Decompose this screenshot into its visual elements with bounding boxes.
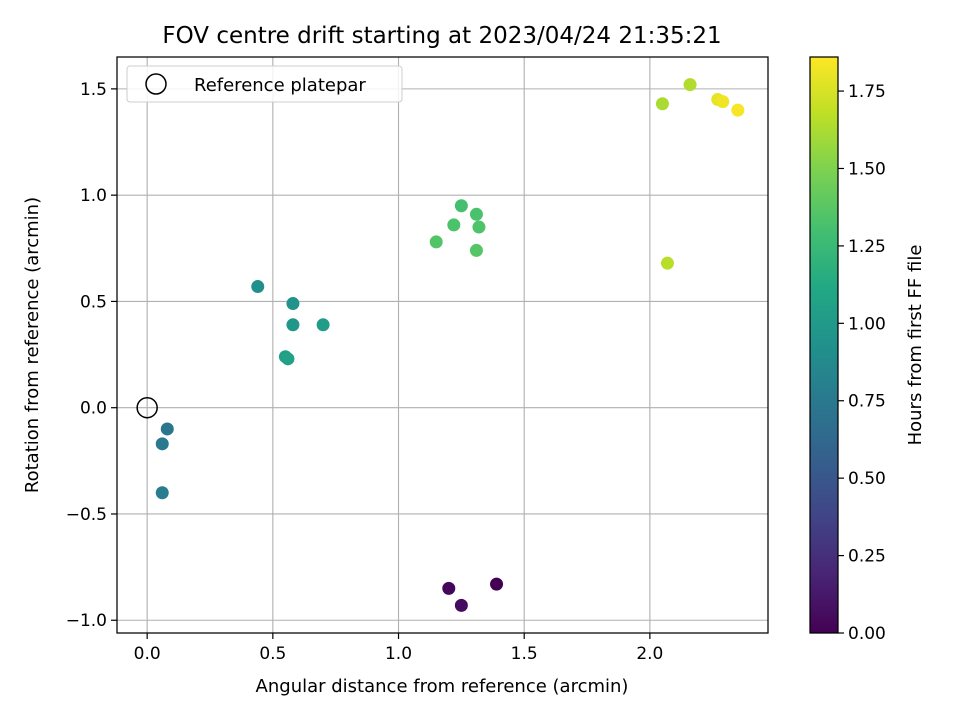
data-point bbox=[716, 95, 730, 109]
colorbar-tick-label: 0.00 bbox=[848, 624, 886, 644]
colorbar-label: Hours from first FF file bbox=[905, 245, 926, 446]
data-point bbox=[469, 243, 483, 257]
x-tick-label: 1.0 bbox=[385, 644, 412, 664]
x-tick-label: 0.5 bbox=[259, 644, 286, 664]
data-point bbox=[442, 581, 456, 595]
data-point bbox=[286, 297, 300, 311]
data-point bbox=[251, 280, 265, 294]
legend-entry-reference: Reference platepar bbox=[194, 75, 366, 96]
chart-title: FOV centre drift starting at 2023/04/24 … bbox=[162, 23, 721, 49]
data-point bbox=[316, 318, 330, 332]
colorbar-tick-label: 0.25 bbox=[848, 547, 886, 567]
data-point bbox=[660, 256, 674, 270]
y-tick-label: 0.0 bbox=[80, 399, 107, 419]
y-tick-label: 1.5 bbox=[80, 80, 107, 100]
x-tick-label: 1.5 bbox=[511, 644, 538, 664]
data-point bbox=[454, 598, 468, 612]
y-tick-label: −0.5 bbox=[66, 505, 107, 525]
legend-box bbox=[126, 65, 403, 103]
data-point bbox=[469, 207, 483, 221]
data-point bbox=[731, 103, 745, 117]
x-tick-label: 0.0 bbox=[134, 644, 161, 664]
y-axis-label: Rotation from reference (arcmin) bbox=[22, 197, 43, 493]
colorbar-gradient bbox=[809, 56, 839, 634]
grid bbox=[117, 57, 768, 633]
legend-marker-reference bbox=[145, 73, 167, 95]
colorbar-tick-label: 1.50 bbox=[848, 159, 886, 179]
data-point bbox=[160, 422, 174, 436]
colorbar: 0.00 0.25 0.50 0.75 1.00 1.25 1.50 1.75 Hours f… bbox=[809, 56, 926, 644]
y-tick-label: 1.0 bbox=[80, 186, 107, 206]
colorbar-tick-label: 0.75 bbox=[848, 392, 886, 412]
colorbar-ticks: 0.00 0.25 0.50 0.75 1.00 1.25 1.50 1.75 bbox=[838, 82, 886, 644]
data-point bbox=[429, 235, 443, 249]
colorbar-tick-label: 1.75 bbox=[848, 82, 886, 102]
data-point bbox=[472, 220, 486, 234]
legend: Reference platepar bbox=[126, 65, 403, 103]
data-point bbox=[490, 577, 504, 591]
axis-ticks: 0.0 0.5 1.0 1.5 2.0 −1.0 −0.5 0.0 0.5 1.0 1.5 bbox=[66, 80, 664, 664]
x-axis-label: Angular distance from reference (arcmin) bbox=[256, 676, 629, 697]
data-point bbox=[286, 318, 300, 332]
data-point bbox=[155, 486, 169, 500]
data-point bbox=[683, 78, 697, 92]
data-point bbox=[447, 218, 461, 232]
colorbar-tick-label: 1.25 bbox=[848, 237, 886, 257]
colorbar-tick-label: 0.50 bbox=[848, 469, 886, 489]
reference-platepar-marker bbox=[136, 396, 158, 419]
x-tick-label: 2.0 bbox=[636, 644, 663, 664]
plot-area-frame bbox=[116, 56, 769, 634]
data-points bbox=[136, 78, 745, 612]
data-point bbox=[655, 97, 669, 111]
y-tick-label: 0.5 bbox=[80, 292, 107, 312]
colorbar-tick-label: 1.00 bbox=[848, 314, 886, 334]
data-point bbox=[155, 437, 169, 451]
y-tick-label: −1.0 bbox=[66, 611, 107, 631]
data-point bbox=[454, 199, 468, 213]
data-point bbox=[281, 352, 295, 366]
